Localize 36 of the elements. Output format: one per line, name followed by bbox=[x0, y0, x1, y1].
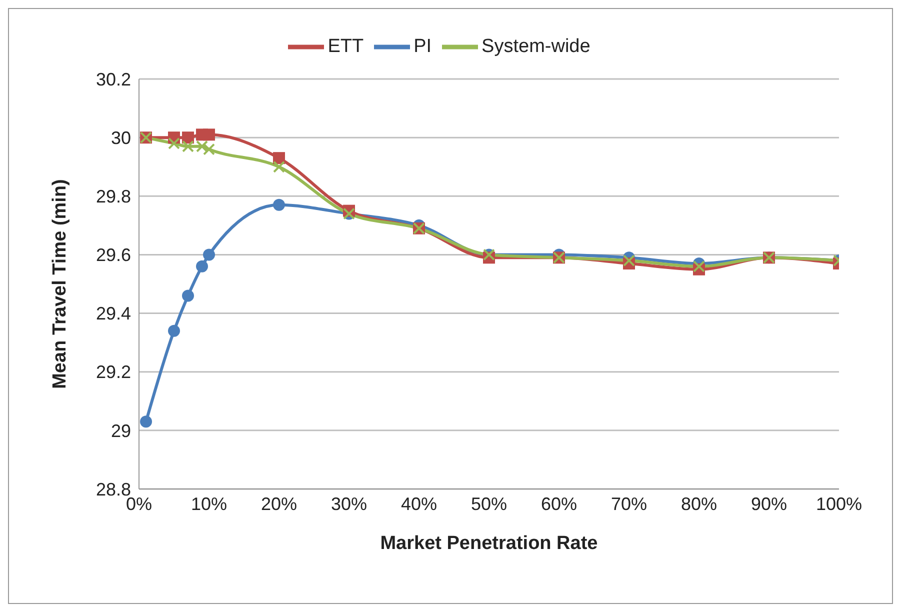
point bbox=[168, 324, 180, 337]
point bbox=[182, 132, 194, 144]
y-axis-title: Mean Travel Time (min) bbox=[50, 179, 71, 389]
y-tick-label: 30 bbox=[110, 128, 131, 148]
x-tick-label: 100% bbox=[816, 494, 862, 514]
point bbox=[273, 160, 285, 173]
x-tick-label: 60% bbox=[540, 494, 578, 514]
y-tick-label: 29 bbox=[110, 420, 131, 441]
x-axis-title: Market Penetration Rate bbox=[380, 533, 598, 554]
point bbox=[693, 260, 705, 272]
x-tick-label: 20% bbox=[260, 494, 298, 514]
y-tick-label: 29.6 bbox=[96, 245, 131, 266]
x-tick-label: 70% bbox=[610, 494, 648, 514]
point bbox=[182, 290, 194, 302]
x-tick-label: 30% bbox=[330, 494, 368, 514]
point bbox=[273, 198, 285, 211]
x-tick-label: 50% bbox=[470, 494, 508, 514]
point bbox=[168, 137, 180, 150]
point bbox=[140, 416, 152, 428]
legend-label: ETT bbox=[328, 36, 364, 58]
point bbox=[623, 254, 635, 267]
y-tick-label: 29.8 bbox=[96, 186, 131, 207]
x-tick-label: 90% bbox=[750, 494, 788, 514]
point bbox=[203, 143, 215, 156]
legend-label: PI bbox=[414, 36, 432, 58]
point bbox=[196, 260, 208, 272]
y-tick-label: 29.4 bbox=[96, 304, 131, 324]
x-tick-label: 80% bbox=[680, 494, 718, 514]
y-tick-label: 29.2 bbox=[96, 362, 131, 382]
x-tick-label: 10% bbox=[190, 494, 228, 514]
y-tick-label: 30.2 bbox=[96, 69, 131, 90]
point bbox=[273, 152, 285, 164]
point bbox=[203, 128, 215, 141]
legend-label: System-wide bbox=[482, 36, 590, 58]
x-tick-label: 40% bbox=[400, 494, 438, 514]
point bbox=[203, 248, 215, 261]
